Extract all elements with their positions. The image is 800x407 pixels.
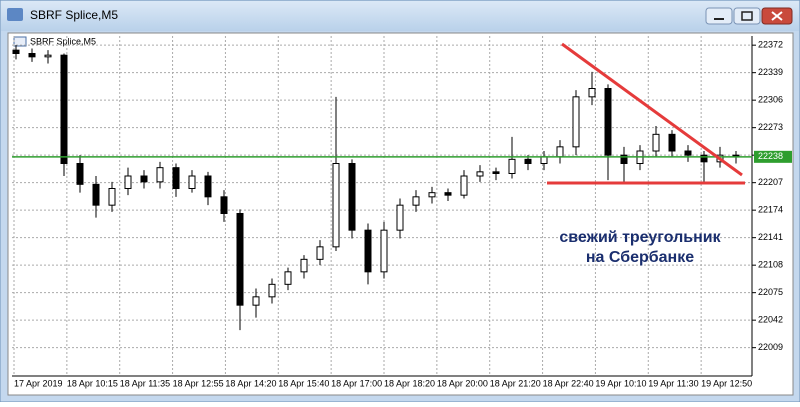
y-tick-label: 22075 — [758, 287, 783, 297]
candle-body — [652, 133, 660, 152]
candle-body — [460, 175, 468, 196]
x-tick-label: 18 Apr 22:40 — [543, 378, 594, 388]
candle-body — [412, 196, 420, 206]
x-tick-label: 18 Apr 21:20 — [490, 378, 541, 388]
candle-body — [540, 156, 548, 164]
y-tick-label: 22372 — [758, 40, 783, 50]
y-tick-label: 22108 — [758, 260, 783, 270]
minimize-button[interactable] — [705, 7, 733, 25]
candle-body — [620, 154, 628, 165]
x-tick-label: 18 Apr 18:20 — [384, 378, 435, 388]
candle-body — [300, 258, 308, 273]
window-title: SBRF Splice,M5 — [30, 8, 118, 22]
candle-body — [668, 133, 676, 152]
trend-line — [561, 42, 743, 177]
x-tick-label: 18 Apr 20:00 — [437, 378, 488, 388]
candle-body — [156, 167, 164, 183]
candle-body — [396, 204, 404, 231]
candle-body — [572, 96, 580, 148]
current-price-box — [754, 150, 792, 163]
candle-body — [28, 53, 36, 58]
y-tick-label: 22306 — [758, 95, 783, 105]
x-tick-label: 18 Apr 10:15 — [67, 378, 118, 388]
candle-body — [380, 229, 388, 273]
candle-body — [492, 171, 500, 174]
y-tick-label: 22009 — [758, 342, 783, 352]
candle-body — [316, 246, 324, 260]
annotation: свежий треугольник — [559, 229, 721, 246]
candle-body — [44, 54, 52, 58]
x-tick-label: 18 Apr 11:35 — [120, 378, 170, 388]
current-price-label: 22238 — [758, 151, 783, 161]
y-tick-label: 22273 — [758, 122, 783, 132]
candle-body — [188, 175, 196, 189]
title-bar — [1, 1, 799, 31]
candle-body — [220, 196, 228, 214]
candle-body — [92, 183, 100, 206]
candle-body — [332, 163, 340, 248]
candle-body — [124, 175, 132, 189]
candle-body — [524, 158, 532, 164]
x-tick-label: 18 Apr 15:40 — [278, 378, 329, 388]
x-tick-label: 19 Apr 11:30 — [648, 378, 698, 388]
maximize-button[interactable] — [733, 7, 761, 25]
candle-body — [684, 150, 692, 156]
candle-body — [508, 158, 516, 174]
candle-body — [140, 175, 148, 183]
candle-body — [364, 229, 372, 273]
candle-body — [428, 192, 436, 198]
x-tick-label: 18 Apr 14:20 — [225, 378, 276, 388]
x-tick-label: 17 Apr 2019 — [14, 378, 63, 388]
candle-body — [268, 283, 276, 298]
y-tick-label: 22339 — [758, 67, 783, 77]
y-tick-label: 22207 — [758, 177, 783, 187]
x-tick-label: 19 Apr 10:10 — [595, 378, 646, 388]
y-tick-label: 22141 — [758, 232, 783, 242]
candle-body — [348, 163, 356, 231]
chart-icon — [13, 36, 27, 47]
candle-body — [284, 271, 292, 285]
candle-body — [476, 171, 484, 177]
candle-body — [444, 192, 452, 196]
candle-body — [204, 175, 212, 198]
candle-body — [108, 188, 116, 206]
candle-body — [556, 146, 564, 158]
x-tick-label: 18 Apr 12:55 — [173, 378, 224, 388]
annotation: на Сбербанке — [586, 249, 694, 266]
candle-body — [60, 54, 68, 165]
candle-body — [604, 88, 612, 156]
candle-body — [252, 296, 260, 306]
x-tick-label: 18 Apr 17:00 — [331, 378, 382, 388]
candle-body — [588, 88, 596, 98]
y-tick-label: 22174 — [758, 205, 783, 215]
candle-body — [700, 154, 708, 163]
candle-body — [12, 49, 20, 55]
window-icon — [7, 8, 23, 21]
x-tick-label: 19 Apr 12:50 — [701, 378, 752, 388]
y-tick-label: 22042 — [758, 315, 783, 325]
candle-body — [76, 163, 84, 185]
candle-body — [172, 167, 180, 190]
chart-label: SBRF Splice,M5 — [30, 36, 96, 46]
candle-body — [236, 213, 244, 306]
